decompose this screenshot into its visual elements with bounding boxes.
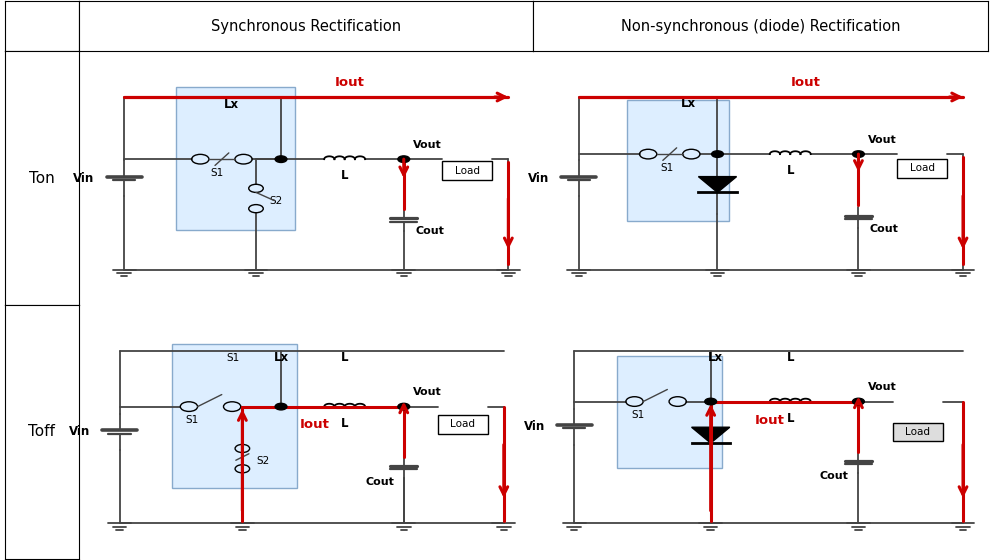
- Polygon shape: [692, 427, 730, 443]
- Text: Vout: Vout: [867, 382, 896, 392]
- Text: S1: S1: [211, 167, 224, 178]
- Text: Cout: Cout: [870, 224, 899, 234]
- Bar: [618, 356, 722, 468]
- Text: S2: S2: [256, 456, 269, 466]
- Circle shape: [275, 156, 287, 162]
- Text: L: L: [341, 170, 348, 183]
- Text: Iout: Iout: [754, 414, 785, 427]
- Text: L: L: [341, 351, 348, 364]
- Text: Lx: Lx: [224, 99, 239, 111]
- Text: Iout: Iout: [300, 418, 330, 431]
- Circle shape: [705, 398, 717, 405]
- Text: Lx: Lx: [273, 351, 288, 364]
- Circle shape: [852, 398, 864, 405]
- Text: L: L: [786, 412, 794, 425]
- Text: S1: S1: [632, 410, 644, 420]
- Circle shape: [398, 156, 410, 162]
- Circle shape: [398, 403, 410, 410]
- Text: Vin: Vin: [68, 426, 90, 438]
- Text: S1: S1: [186, 415, 199, 425]
- Text: Load: Load: [910, 163, 935, 173]
- Circle shape: [852, 151, 864, 157]
- Text: Ton: Ton: [29, 171, 54, 186]
- Text: Iout: Iout: [335, 76, 364, 88]
- Text: S2: S2: [269, 196, 283, 206]
- Text: Vout: Vout: [413, 140, 442, 150]
- Bar: [627, 100, 729, 221]
- Text: Cout: Cout: [820, 471, 848, 481]
- Bar: [172, 344, 297, 488]
- Text: Load: Load: [450, 419, 475, 430]
- Text: Cout: Cout: [365, 477, 394, 487]
- Text: Load: Load: [905, 427, 930, 437]
- Text: Cout: Cout: [415, 226, 444, 236]
- Text: Vout: Vout: [867, 134, 896, 144]
- Text: Lx: Lx: [708, 351, 723, 364]
- Text: L: L: [786, 351, 794, 364]
- Bar: [897, 158, 947, 178]
- Polygon shape: [698, 176, 737, 193]
- Bar: [438, 415, 488, 434]
- Text: Vin: Vin: [73, 172, 95, 185]
- Text: Vout: Vout: [413, 387, 442, 397]
- Text: Toff: Toff: [29, 424, 55, 440]
- Text: Synchronous Rectification: Synchronous Rectification: [211, 18, 401, 34]
- Bar: [443, 161, 492, 180]
- Text: L: L: [341, 417, 348, 430]
- Text: S1: S1: [227, 353, 240, 363]
- Bar: [176, 87, 295, 230]
- Text: Iout: Iout: [791, 76, 821, 88]
- Text: L: L: [786, 165, 794, 178]
- Text: S1: S1: [661, 164, 674, 174]
- Bar: [893, 423, 942, 441]
- Text: Lx: Lx: [680, 97, 696, 110]
- Circle shape: [275, 403, 287, 410]
- Text: Vin: Vin: [524, 421, 544, 433]
- Text: Load: Load: [455, 166, 480, 176]
- Text: Non-synchronous (diode) Rectification: Non-synchronous (diode) Rectification: [621, 18, 901, 34]
- Text: Vin: Vin: [528, 172, 549, 185]
- Circle shape: [712, 151, 724, 157]
